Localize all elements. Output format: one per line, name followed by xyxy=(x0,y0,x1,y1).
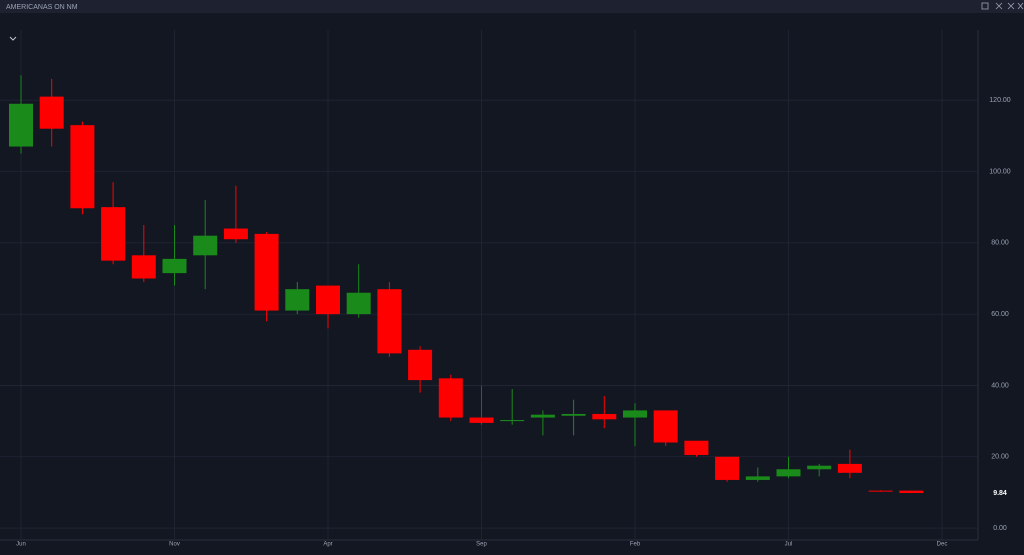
candle-body xyxy=(285,289,310,311)
candle-body xyxy=(592,413,617,420)
candle-body xyxy=(316,285,340,315)
last-price-label: 9.84 xyxy=(993,490,1007,497)
x-tick-label: Dec xyxy=(937,542,948,548)
candle-body xyxy=(162,258,187,274)
chart-title: AMERICANAS ON NM xyxy=(6,4,78,11)
y-tick-label: 40.00 xyxy=(991,382,1009,389)
candle-body xyxy=(193,235,218,256)
candle-body xyxy=(408,349,433,381)
candle-body xyxy=(653,410,678,443)
window-controls[interactable] xyxy=(981,2,1024,10)
y-tick-label: 20.00 xyxy=(991,454,1009,461)
candle-body xyxy=(346,292,371,315)
candle-body xyxy=(899,490,924,493)
last-price-box xyxy=(980,487,1020,498)
candle-body xyxy=(868,490,893,492)
candle-body xyxy=(776,469,801,477)
candle-body xyxy=(469,417,494,423)
y-tick-label: 60.00 xyxy=(991,311,1009,318)
candle-body xyxy=(530,414,555,418)
candle-body xyxy=(561,413,586,416)
candle-body xyxy=(623,410,647,418)
candle-body xyxy=(438,378,463,418)
x-tick-label: Jul xyxy=(785,542,793,548)
candle-body xyxy=(131,255,156,279)
candle-body xyxy=(70,125,95,209)
maximize-icon[interactable] xyxy=(1007,2,1015,10)
x-tick-label: Jun xyxy=(16,542,26,548)
candle-body xyxy=(101,207,126,261)
candle-body xyxy=(254,233,279,311)
detach-icon[interactable] xyxy=(981,2,989,10)
title-bar xyxy=(0,0,1024,13)
candle-body xyxy=(837,463,862,473)
candle-body xyxy=(715,456,740,480)
x-tick-label: Apr xyxy=(323,542,332,548)
x-tick-label: Feb xyxy=(630,542,641,548)
candle-body xyxy=(500,420,525,422)
y-tick-label: 120.00 xyxy=(989,97,1011,104)
candle-body xyxy=(745,476,770,480)
x-tick-label: Nov xyxy=(169,542,180,548)
candle-body xyxy=(39,96,64,129)
candle-body xyxy=(9,103,33,147)
candle-body xyxy=(684,440,709,455)
y-tick-label: 100.00 xyxy=(989,168,1011,175)
candle-body xyxy=(223,228,248,240)
y-tick-label: 80.00 xyxy=(991,240,1009,247)
close-icon[interactable] xyxy=(1017,2,1024,10)
x-tick-label: Sep xyxy=(476,542,487,548)
settings-icon[interactable] xyxy=(995,2,1003,10)
candle-body xyxy=(377,289,402,354)
candle-body xyxy=(807,465,832,470)
dropdown-toggle[interactable] xyxy=(9,36,17,41)
y-tick-label: 0.00 xyxy=(993,525,1007,532)
